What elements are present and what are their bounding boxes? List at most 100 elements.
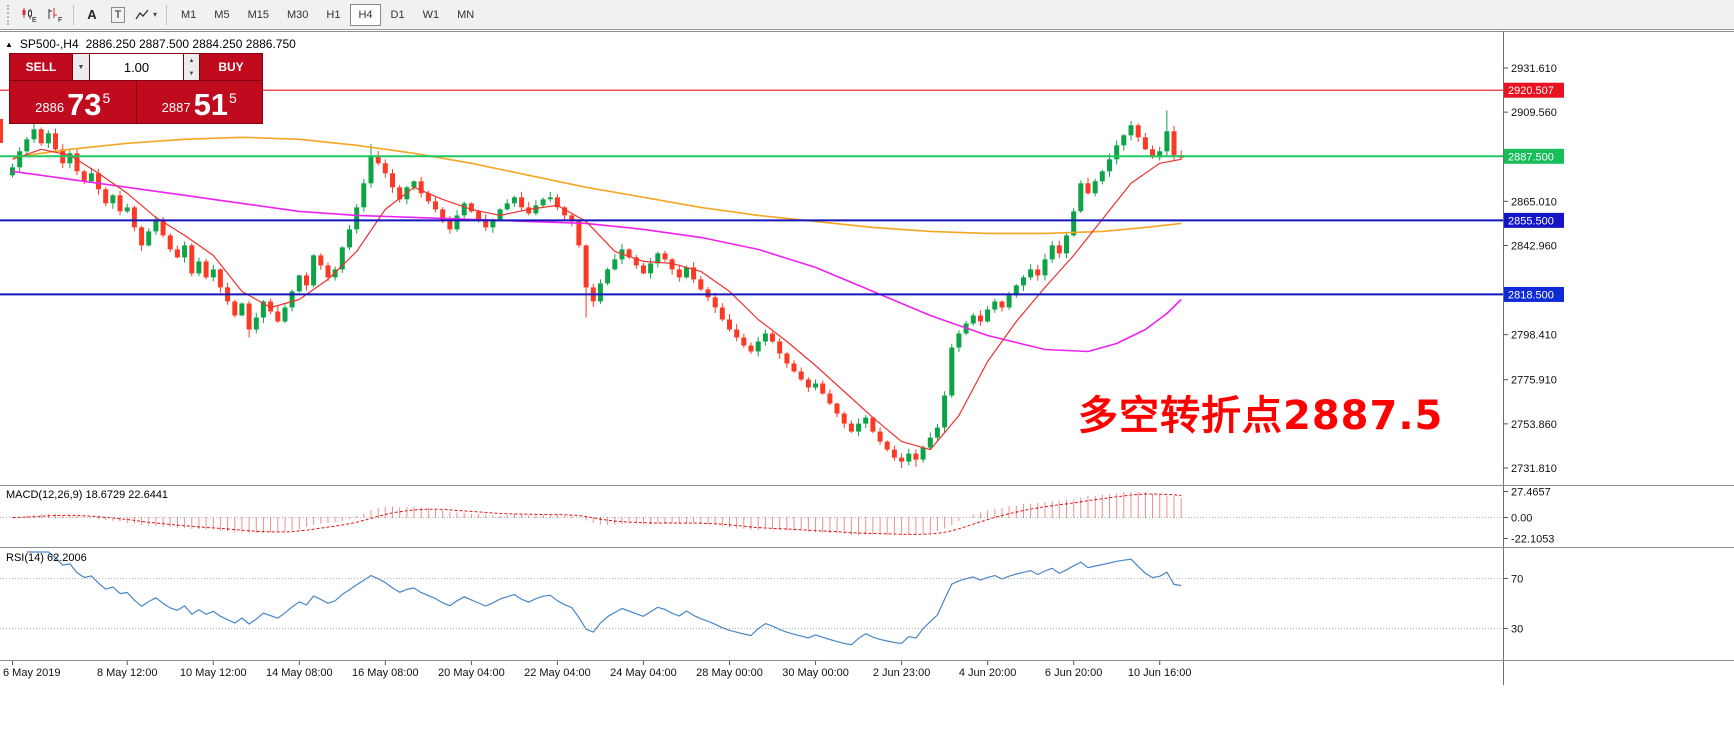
timeframe-button-h4[interactable]: H4 <box>350 3 381 26</box>
candle-body <box>318 255 324 266</box>
candle-body <box>289 291 295 308</box>
spinner-down-icon[interactable]: ▼ <box>188 70 195 77</box>
candle-body <box>1021 277 1026 286</box>
collapse-triangle-icon[interactable]: ▲ <box>5 39 13 49</box>
candle-body <box>848 423 854 432</box>
candle-body <box>791 363 797 372</box>
candle-body <box>253 317 259 330</box>
candle-body <box>777 341 783 354</box>
timeframe-button-m15[interactable]: M15 <box>240 4 277 26</box>
draw-tools-button[interactable]: ▾ <box>132 3 160 27</box>
svg-text:F: F <box>58 17 62 23</box>
candle-body <box>597 283 603 302</box>
candle-body <box>31 129 37 140</box>
macd-axis-label: 0.00 <box>1511 513 1532 525</box>
candle-body <box>547 197 553 200</box>
textbox-tool-glyph: T <box>110 6 126 23</box>
candle-body <box>260 301 266 318</box>
candle-body <box>504 203 510 210</box>
candle-body <box>174 249 180 258</box>
price-badge-label: 2920.507 <box>1508 85 1554 97</box>
price-badge-label: 2818.500 <box>1508 289 1554 301</box>
price-axis[interactable] <box>1504 32 1734 660</box>
candle-body <box>820 383 826 394</box>
timeframe-button-w1[interactable]: W1 <box>415 4 448 26</box>
volume-input[interactable] <box>90 54 183 80</box>
candle-body <box>497 209 503 220</box>
text-label-tool-button[interactable]: A <box>80 3 104 27</box>
candle-body <box>1064 235 1069 254</box>
ma-mid-magenta <box>12 170 1182 353</box>
time-axis-label: 6 May 2019 <box>3 667 60 679</box>
macd-axis-label: -22.1053 <box>1511 533 1554 545</box>
candle-body <box>96 173 101 190</box>
volume-dropdown-button[interactable]: ▼ <box>72 54 90 80</box>
macd-signal-line <box>12 493 1182 535</box>
candle-body <box>447 221 453 230</box>
sell-button[interactable]: SELL <box>10 54 72 80</box>
candle-body <box>999 301 1005 308</box>
candle-body <box>390 173 395 188</box>
candle-body <box>139 227 145 246</box>
trade-panel-top-row: SELL ▼ ▲ ▼ BUY <box>10 54 262 80</box>
price-badge <box>1504 148 1564 164</box>
chart-canvas[interactable]: 2931.610 2909.560 2865.010 2842.960 2798.410… <box>0 31 1734 756</box>
textbox-tool-button[interactable]: T <box>106 3 130 27</box>
candle-body <box>203 261 209 278</box>
main-plot <box>0 110 1184 468</box>
bid-pip-digit: 5 <box>102 90 111 106</box>
price-axis-label: 2798.410 <box>1511 330 1557 342</box>
candle-body <box>332 269 338 278</box>
ask-big-digits: 51 <box>193 87 229 122</box>
candle-body <box>17 151 23 168</box>
candle-body <box>1142 137 1148 150</box>
candle-body <box>411 181 417 188</box>
candle-body <box>67 153 73 164</box>
time-axis-label: 6 Jun 20:00 <box>1045 667 1103 679</box>
toolbar-grip[interactable] <box>7 4 13 25</box>
bid-price[interactable]: 2886 73 5 <box>10 81 136 123</box>
candle-body <box>734 329 740 338</box>
candle-body <box>81 171 87 182</box>
timeframe-button-mn[interactable]: MN <box>449 4 482 26</box>
candle-body <box>805 379 811 388</box>
chart-annotation-text: 多空转折点2887.5 <box>1078 393 1444 439</box>
ask-price[interactable]: 2887 51 5 <box>135 81 263 123</box>
timeframe-button-m1[interactable]: M1 <box>173 4 204 26</box>
candle-body <box>103 189 109 204</box>
spinner-up-icon[interactable]: ▲ <box>188 57 195 64</box>
time-axis-label: 10 Jun 16:00 <box>1128 667 1192 679</box>
ohlc-readout: 2886.250 2887.500 2884.250 2886.750 <box>85 37 296 51</box>
timeframe-button-d1[interactable]: D1 <box>383 4 413 26</box>
candle-body <box>1092 181 1098 194</box>
candle-body <box>461 203 467 216</box>
candle-body <box>727 319 732 330</box>
candle-body <box>934 427 940 438</box>
candle-body <box>1042 259 1048 276</box>
candle-body <box>698 279 704 290</box>
toolbar: E F A T ▾ M1 M5 M15 M30 H1 H4 D1 W1 MN <box>0 0 1734 30</box>
candle-body <box>669 259 675 270</box>
price-axis-label: 2909.560 <box>1511 107 1557 119</box>
chart-e-icon[interactable]: E <box>17 3 41 27</box>
time-axis-label: 22 May 04:00 <box>524 667 591 679</box>
timeframe-button-m5[interactable]: M5 <box>206 4 237 26</box>
chart-f-icon[interactable]: F <box>43 3 67 27</box>
timeframe-button-h1[interactable]: H1 <box>318 4 348 26</box>
candle-body <box>719 307 725 320</box>
candle-body <box>576 221 582 246</box>
candle-body <box>347 229 352 248</box>
candle-body <box>612 259 618 270</box>
candle-body <box>748 345 754 352</box>
candle-body <box>884 441 890 450</box>
svg-text:E: E <box>32 17 37 23</box>
candle-body <box>554 197 560 208</box>
price-badge <box>1504 82 1564 98</box>
buy-button[interactable]: BUY <box>200 54 262 80</box>
candle-body <box>418 181 424 194</box>
time-axis[interactable] <box>0 661 1503 685</box>
time-axis-label: 4 Jun 20:00 <box>959 667 1017 679</box>
timeframe-button-m30[interactable]: M30 <box>279 4 316 26</box>
trade-panel-quote-row: 2886 73 5 2887 51 5 <box>10 80 262 123</box>
candle-body <box>569 215 575 222</box>
